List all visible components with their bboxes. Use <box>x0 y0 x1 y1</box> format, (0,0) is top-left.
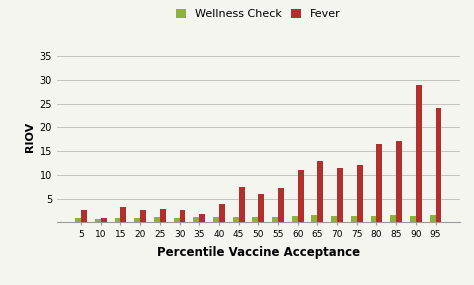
Bar <box>429 215 436 222</box>
Bar <box>311 215 318 222</box>
Bar <box>180 210 185 222</box>
Bar <box>193 217 199 222</box>
Bar <box>140 210 146 222</box>
Bar <box>134 217 140 222</box>
Bar <box>238 187 245 222</box>
Bar <box>371 216 376 222</box>
Bar <box>410 216 416 222</box>
X-axis label: Percentile Vaccine Acceptance: Percentile Vaccine Acceptance <box>157 246 360 259</box>
Legend: Wellness Check, Fever: Wellness Check, Fever <box>176 9 340 19</box>
Bar <box>219 204 225 222</box>
Bar <box>253 217 258 222</box>
Bar <box>396 141 402 222</box>
Bar <box>376 144 383 222</box>
Bar <box>318 160 323 222</box>
Y-axis label: RIOV: RIOV <box>25 122 36 152</box>
Bar <box>160 209 166 222</box>
Bar <box>357 165 363 222</box>
Bar <box>331 216 337 222</box>
Bar <box>292 216 298 222</box>
Bar <box>416 85 422 222</box>
Bar <box>115 218 120 222</box>
Bar <box>390 215 396 222</box>
Bar <box>233 217 238 222</box>
Bar <box>278 188 284 222</box>
Bar <box>258 194 264 222</box>
Bar <box>95 219 101 222</box>
Bar <box>213 217 219 222</box>
Bar <box>75 217 81 222</box>
Bar <box>199 214 205 222</box>
Bar <box>436 108 441 222</box>
Bar <box>120 207 127 222</box>
Bar <box>154 217 160 222</box>
Bar <box>173 217 180 222</box>
Bar <box>351 216 357 222</box>
Bar <box>101 218 107 222</box>
Bar <box>298 170 304 222</box>
Bar <box>81 210 87 222</box>
Bar <box>272 217 278 222</box>
Bar <box>337 168 343 222</box>
